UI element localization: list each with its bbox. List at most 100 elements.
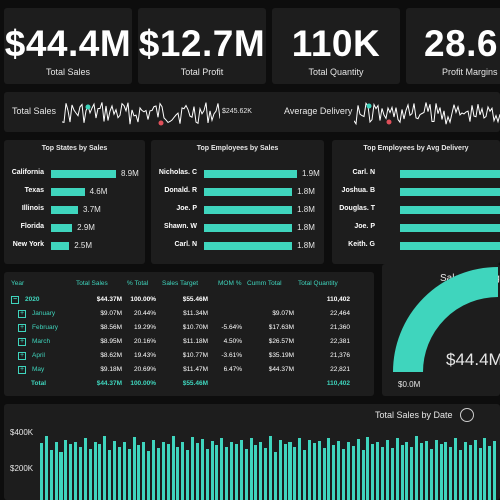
date-bar[interactable] <box>381 447 385 500</box>
sparkline-sales[interactable] <box>62 98 220 128</box>
date-bar[interactable] <box>171 435 175 500</box>
date-bar[interactable] <box>83 437 87 500</box>
date-bar[interactable] <box>166 444 170 500</box>
date-bar[interactable] <box>186 450 190 500</box>
date-bar[interactable] <box>307 439 311 500</box>
date-bar[interactable] <box>395 437 399 500</box>
col-header-cumm-total[interactable]: Cumm Total <box>247 280 282 287</box>
date-bar[interactable] <box>147 451 151 500</box>
date-bar[interactable] <box>317 440 321 500</box>
date-bar[interactable] <box>249 437 253 500</box>
date-bar[interactable] <box>117 447 121 500</box>
date-bar[interactable] <box>444 441 448 500</box>
date-bar[interactable] <box>74 441 78 500</box>
date-bar[interactable] <box>205 449 209 500</box>
date-bar[interactable] <box>59 452 63 500</box>
date-bar[interactable] <box>361 450 365 500</box>
date-bar[interactable] <box>459 450 463 500</box>
date-bar[interactable] <box>269 435 273 500</box>
bar[interactable] <box>400 242 500 250</box>
date-bar[interactable] <box>400 445 404 500</box>
date-bar[interactable] <box>210 440 214 500</box>
date-bar[interactable] <box>44 435 48 500</box>
date-bar[interactable] <box>122 441 126 500</box>
date-bar[interactable] <box>376 441 380 500</box>
bar[interactable] <box>400 206 500 214</box>
bar[interactable] <box>204 188 293 196</box>
date-bar[interactable] <box>230 441 234 500</box>
date-bar[interactable] <box>244 449 248 500</box>
date-bar[interactable] <box>454 437 458 500</box>
date-bar[interactable] <box>468 445 472 500</box>
date-bar[interactable] <box>49 450 53 500</box>
bar[interactable] <box>204 224 293 232</box>
table-row[interactable]: + March $8.95M 20.16% $11.18M 4.50% $26.57M 22,… <box>4 335 374 349</box>
bar[interactable] <box>400 224 500 232</box>
date-bar[interactable] <box>298 437 302 500</box>
date-bar[interactable] <box>69 444 73 500</box>
bar[interactable] <box>204 242 293 250</box>
date-bar[interactable] <box>127 449 131 500</box>
date-bar[interactable] <box>390 448 394 500</box>
date-bar[interactable] <box>420 443 424 500</box>
expand-icon[interactable]: + <box>18 352 26 360</box>
date-bar[interactable] <box>273 452 277 500</box>
date-bar[interactable] <box>449 447 453 500</box>
table-row[interactable]: + February $8.56M 19.29% $10.70M -5.64% $17.63… <box>4 321 374 335</box>
col-header-total-quantity[interactable]: Total Quantity <box>298 280 338 287</box>
date-bar[interactable] <box>64 439 68 500</box>
date-bar[interactable] <box>488 446 492 500</box>
date-bar[interactable] <box>200 438 204 500</box>
date-bar[interactable] <box>366 436 370 500</box>
table-row[interactable]: + May $9.18M 20.69% $11.47M 6.47% $44.37M 22,82… <box>4 363 374 377</box>
date-bar[interactable] <box>478 448 482 500</box>
date-bar[interactable] <box>108 450 112 500</box>
col-header-year[interactable]: Year <box>11 280 25 287</box>
date-bar[interactable] <box>424 440 428 500</box>
bar[interactable] <box>51 170 116 178</box>
expand-icon[interactable]: + <box>18 338 26 346</box>
col-header-sales-target[interactable]: Sales Target <box>162 280 199 287</box>
expand-icon[interactable]: + <box>18 310 26 318</box>
date-bar[interactable] <box>191 436 195 500</box>
date-bar[interactable] <box>161 441 165 500</box>
date-bar[interactable] <box>473 439 477 500</box>
date-bar[interactable] <box>220 437 224 500</box>
table-row[interactable]: + April $8.62M 19.43% $10.77M -3.61% $35.19M 21… <box>4 349 374 363</box>
date-bar[interactable] <box>156 448 160 500</box>
date-bar[interactable] <box>254 445 258 500</box>
date-bar[interactable] <box>142 441 146 500</box>
date-bar[interactable] <box>103 435 107 500</box>
date-bar[interactable] <box>234 444 238 500</box>
date-bar[interactable] <box>264 448 268 500</box>
date-bar[interactable] <box>195 443 199 500</box>
date-bar[interactable] <box>337 440 341 500</box>
date-bar[interactable] <box>40 443 44 500</box>
date-bar[interactable] <box>371 444 375 500</box>
date-bar[interactable] <box>351 446 355 500</box>
date-bar[interactable] <box>415 435 419 500</box>
date-bar[interactable] <box>278 439 282 500</box>
sparkline-delivery[interactable] <box>354 98 500 128</box>
bar[interactable] <box>51 206 79 214</box>
col-header-total-sales[interactable]: Total Sales <box>76 280 108 287</box>
date-bar[interactable] <box>78 447 82 500</box>
collapse-icon[interactable]: − <box>11 296 19 304</box>
date-bar[interactable] <box>137 445 141 500</box>
date-bar[interactable] <box>463 441 467 500</box>
date-bar[interactable] <box>113 440 117 500</box>
date-bar[interactable] <box>293 447 297 500</box>
date-bar[interactable] <box>405 441 409 500</box>
date-bar[interactable] <box>410 447 414 500</box>
date-bar[interactable] <box>322 448 326 500</box>
date-bar[interactable] <box>385 439 389 500</box>
date-bar[interactable] <box>332 445 336 500</box>
kpi-profit-margins[interactable]: 28.6 Profit Margins <box>406 8 500 84</box>
col-header-mom[interactable]: MOM % <box>218 280 242 287</box>
date-bar[interactable] <box>429 449 433 500</box>
bar[interactable] <box>51 188 85 196</box>
date-bar[interactable] <box>181 441 185 500</box>
date-bar[interactable] <box>88 449 92 500</box>
bar[interactable] <box>204 170 297 178</box>
date-bar[interactable] <box>54 441 58 500</box>
